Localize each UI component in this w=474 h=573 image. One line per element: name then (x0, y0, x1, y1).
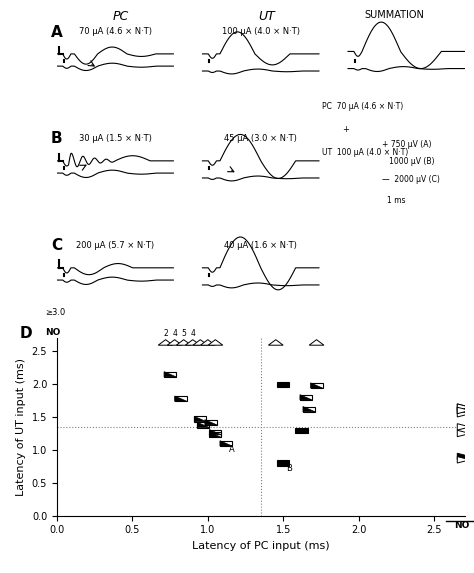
X-axis label: Latency of PC input (ms): Latency of PC input (ms) (192, 541, 329, 551)
Text: UT  100 μA (4.0 × N·T): UT 100 μA (4.0 × N·T) (322, 148, 409, 156)
Text: —  2000 μV (C): — 2000 μV (C) (382, 175, 439, 183)
Text: 4: 4 (172, 329, 177, 338)
FancyBboxPatch shape (210, 430, 221, 435)
Polygon shape (303, 406, 315, 412)
Polygon shape (457, 430, 470, 437)
Polygon shape (208, 340, 223, 345)
FancyBboxPatch shape (310, 383, 323, 388)
Polygon shape (176, 340, 191, 345)
Polygon shape (457, 410, 470, 414)
FancyBboxPatch shape (277, 382, 290, 387)
Text: PC: PC (113, 10, 129, 23)
FancyBboxPatch shape (220, 441, 232, 446)
Text: NO: NO (45, 328, 60, 337)
Polygon shape (158, 340, 173, 345)
FancyBboxPatch shape (205, 419, 217, 425)
FancyBboxPatch shape (197, 422, 210, 427)
Text: UT: UT (258, 10, 275, 23)
Text: 45 μA (3.0 × N·T): 45 μA (3.0 × N·T) (224, 134, 297, 143)
Polygon shape (185, 340, 200, 345)
Text: PC  70 μA (4.6 × N·T): PC 70 μA (4.6 × N·T) (322, 102, 403, 111)
FancyBboxPatch shape (194, 417, 206, 422)
Text: D: D (19, 326, 32, 341)
Text: C: C (51, 238, 62, 253)
Polygon shape (457, 407, 470, 414)
Text: 200 μA (5.7 × N·T): 200 μA (5.7 × N·T) (76, 241, 154, 250)
Text: 30 μA (1.5 × N·T): 30 μA (1.5 × N·T) (79, 134, 152, 143)
Polygon shape (210, 432, 221, 437)
Text: B: B (51, 131, 63, 147)
Text: A: A (51, 25, 63, 40)
Text: +: + (342, 125, 349, 134)
Text: NO: NO (454, 520, 469, 529)
Polygon shape (457, 314, 470, 320)
Text: 70 μA (4.6 × N·T): 70 μA (4.6 × N·T) (79, 28, 152, 36)
Polygon shape (310, 383, 323, 388)
Y-axis label: Latency of UT input (ms): Latency of UT input (ms) (16, 358, 26, 496)
Polygon shape (457, 407, 470, 414)
FancyBboxPatch shape (300, 395, 312, 400)
Polygon shape (457, 423, 470, 430)
Polygon shape (457, 457, 470, 463)
Text: 2: 2 (163, 329, 168, 338)
Text: 5: 5 (181, 329, 186, 338)
Polygon shape (300, 395, 312, 400)
Polygon shape (193, 340, 208, 345)
Polygon shape (174, 396, 187, 401)
Text: 100 μA (4.0 × N·T): 100 μA (4.0 × N·T) (222, 28, 300, 36)
Polygon shape (201, 340, 215, 345)
Text: 40 μA (1.6 × N·T): 40 μA (1.6 × N·T) (224, 241, 297, 250)
Polygon shape (210, 430, 221, 435)
Polygon shape (309, 340, 324, 345)
Polygon shape (457, 407, 470, 410)
Text: + 750 μV (A): + 750 μV (A) (382, 140, 431, 149)
Polygon shape (457, 404, 470, 410)
Polygon shape (457, 410, 470, 417)
Polygon shape (220, 441, 232, 446)
Polygon shape (164, 372, 176, 377)
FancyBboxPatch shape (277, 461, 290, 466)
Text: 4: 4 (191, 329, 195, 338)
FancyBboxPatch shape (210, 432, 221, 437)
FancyBboxPatch shape (174, 396, 187, 401)
Text: 1 ms: 1 ms (386, 196, 405, 205)
Polygon shape (457, 453, 470, 460)
Polygon shape (457, 404, 470, 410)
Text: ≥3.0: ≥3.0 (45, 308, 65, 317)
Text: 1000 μV (B): 1000 μV (B) (382, 158, 434, 166)
Polygon shape (205, 419, 217, 425)
FancyBboxPatch shape (295, 427, 308, 433)
FancyBboxPatch shape (164, 372, 176, 377)
Polygon shape (167, 340, 182, 345)
Polygon shape (194, 417, 206, 422)
Polygon shape (268, 340, 283, 345)
Text: A: A (229, 445, 235, 454)
Text: B: B (286, 464, 292, 473)
Text: SUMMATION: SUMMATION (365, 10, 425, 21)
Polygon shape (197, 422, 210, 427)
FancyBboxPatch shape (303, 406, 315, 412)
